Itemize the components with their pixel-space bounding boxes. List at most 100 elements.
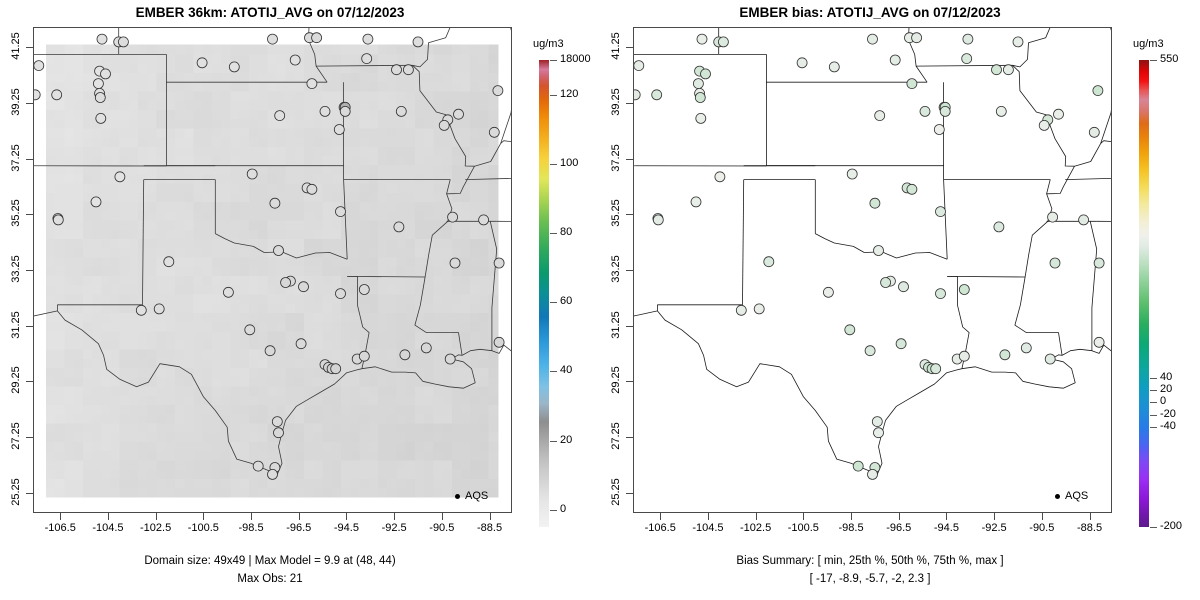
state-boundaries [34,28,511,475]
panel-model-title: EMBER 36km: ATOTIJ_AVG on 07/12/2023 [135,5,405,20]
y-tick-mark [626,492,633,494]
colorbar-tick-mark [550,232,557,234]
x-tick-label: -92.5 [381,522,407,534]
x-tick-mark [1041,513,1043,520]
y-tick-mark [626,47,633,49]
y-tick-mark [26,103,33,105]
y-tick-mark [26,436,33,438]
x-tick-label: -90.5 [429,522,455,534]
colorbar-tick-label: 40 [560,364,573,377]
x-tick-label: -98.5 [238,522,264,534]
colorbar-tick-label: 18000 [560,53,591,65]
colorbar-tick-mark [550,60,557,61]
y-tick-label: 27.25 [610,422,622,450]
bias-caption-line2: [ -17, -8.9, -5.7, -2, 2.3 ] [809,573,931,585]
x-tick-mark [660,513,662,520]
x-tick-mark [898,513,900,520]
x-tick-label: -94.5 [333,522,359,534]
y-tick-label: 35.25 [10,199,22,228]
x-tick-mark [755,513,757,520]
x-tick-label: -102.5 [740,522,772,534]
aqs-dot-icon [455,493,460,499]
x-tick-mark [851,513,853,520]
y-tick-mark [626,381,633,383]
x-tick-label: -96.5 [286,522,312,534]
x-tick-label: -100.5 [187,522,219,534]
colorbar-tick-label: 100 [560,156,579,169]
x-tick-label: -98.5 [838,522,864,534]
aqs-dot-icon [1055,493,1060,499]
x-tick-mark [203,513,205,520]
x-tick-mark [346,513,348,520]
colorbar-tick-mark [1150,377,1157,379]
x-tick-label: -100.5 [787,522,819,534]
colorbar-tick-label: 20 [1160,383,1173,395]
x-tick-mark [155,513,157,520]
colorbar-tick-mark [550,163,557,165]
y-tick-label: 31.25 [610,310,622,339]
x-tick-label: -88.5 [476,522,503,534]
aqs-legend-model: AQS [455,490,488,502]
y-tick-mark [626,436,633,438]
x-tick-label: -102.5 [140,522,172,534]
colorbar-tick-label: 80 [560,225,573,238]
model-map-plot[interactable] [33,27,512,513]
colorbar-tick-mark [1150,427,1157,429]
y-tick-label: 37.25 [610,143,622,172]
y-tick-label: 37.25 [10,143,22,172]
bias-map-plot[interactable] [633,27,1112,513]
y-tick-label: 41.25 [10,32,22,61]
y-tick-mark [26,381,33,383]
panel-model: EMBER 36km: ATOTIJ_AVG on 07/12/2023 41.… [10,5,591,585]
y-tick-label: 39.25 [10,88,22,116]
y-tick-mark [26,325,33,327]
bias-colorbar-strip [1139,60,1149,527]
x-tick-label: -106.5 [644,522,676,534]
colorbar-tick-label: -20 [1160,407,1176,420]
x-tick-mark [946,513,948,520]
colorbar-tick-mark [1150,390,1157,391]
x-tick-mark [707,513,709,520]
aqs-observation-markers [34,32,505,480]
y-tick-mark [26,47,33,49]
x-tick-mark [994,513,996,520]
colorbar-tick-mark [550,440,557,442]
x-tick-mark [441,513,443,520]
bias-map-svg [634,28,1111,480]
model-colorbar-units: ug/m3 [533,38,564,50]
model-map-svg [34,28,511,498]
y-tick-mark [26,492,33,494]
y-tick-label: 31.25 [10,310,22,339]
aqs-legend-label: AQS [465,490,489,502]
colorbar-tick-mark [550,94,557,96]
y-tick-mark [626,158,633,160]
x-tick-label: -104.5 [692,522,724,534]
y-tick-mark [626,214,633,216]
y-tick-label: 35.25 [610,199,622,228]
x-tick-label: -106.5 [44,522,76,534]
bias-colorbar-units: ug/m3 [1133,38,1164,50]
x-tick-label: -104.5 [92,522,124,534]
x-tick-mark [251,513,253,520]
y-tick-label: 29.25 [610,366,622,395]
aqs-bias-markers [634,32,1105,480]
panel-bias: EMBER bias: ATOTIJ_AVG on 07/12/2023 41.… [600,0,1200,600]
x-tick-mark [394,513,396,520]
y-tick-mark [26,158,33,160]
colorbar-tick-mark [550,302,557,304]
aqs-legend-label: AQS [1065,490,1089,502]
y-tick-mark [626,325,633,327]
y-tick-label: 29.25 [10,366,22,395]
colorbar-tick-mark [1150,402,1157,404]
colorbar-tick-label: 550 [1160,53,1179,65]
y-tick-label: 25.25 [10,477,22,506]
y-tick-mark [26,270,33,271]
colorbar-tick-label: -40 [1160,420,1176,433]
panel-bias-title: EMBER bias: ATOTIJ_AVG on 07/12/2023 [739,5,1001,20]
model-caption-line1: Domain size: 49x49 | Max Model = 9.9 at … [144,555,396,567]
y-tick-label: 39.25 [610,88,622,116]
colorbar-tick-label: -200 [1160,520,1183,532]
model-caption-line2: Max Obs: 21 [237,573,303,585]
colorbar-tick-label: 0 [560,502,567,515]
colorbar-tick-label: 120 [560,87,579,100]
